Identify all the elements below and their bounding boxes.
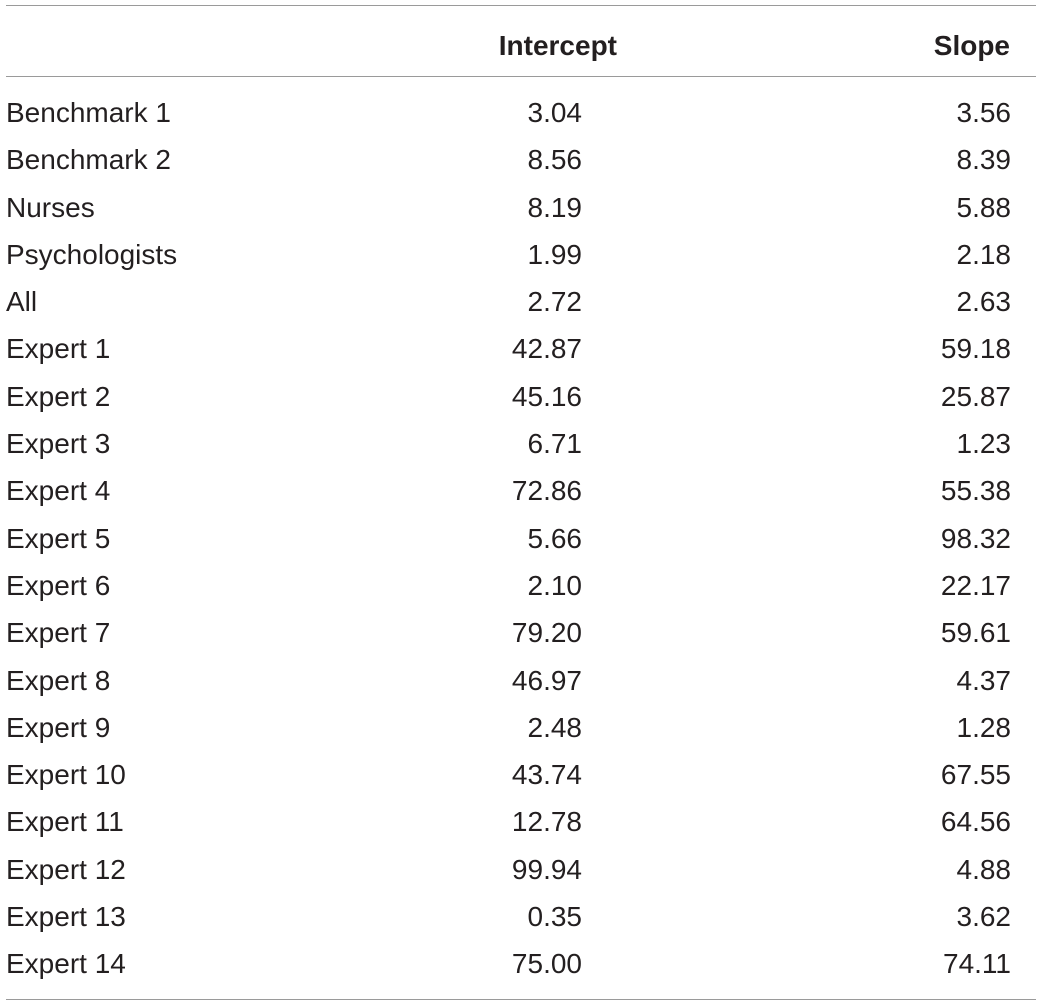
slope-value: 67.55 — [940, 759, 1011, 791]
slope-value: 55.38 — [940, 475, 1011, 507]
row-label: Expert 13 — [6, 901, 126, 933]
intercept-value: 43.74 — [511, 759, 582, 791]
slope-value: 4.88 — [956, 853, 1012, 885]
table-bottom-rule — [6, 999, 1036, 1000]
row-label: Expert 8 — [6, 664, 111, 696]
row-label: Benchmark 1 — [6, 97, 171, 128]
slope-value: 1.23 — [956, 428, 1012, 460]
table-row: Psychologists 1.99 2.18 — [0, 231, 1040, 278]
slope-value: 3.56 — [956, 97, 1012, 128]
table-row: Expert 6 2.10 22.17 — [0, 562, 1040, 609]
row-label: Expert 3 — [6, 428, 111, 460]
row-label: Expert 7 — [6, 617, 111, 649]
intercept-value: 8.56 — [527, 144, 583, 176]
table-row: Expert 4 72.86 55.38 — [0, 467, 1040, 514]
table-row: Expert 10 43.74 67.55 — [0, 751, 1040, 798]
slope-value: 8.39 — [956, 144, 1012, 176]
row-label: Expert 1 — [6, 333, 111, 365]
table-row: All 2.72 2.63 — [0, 278, 1040, 325]
row-label: Nurses — [6, 191, 95, 223]
slope-value: 4.37 — [956, 664, 1012, 696]
slope-value: 59.61 — [940, 617, 1011, 649]
row-label: Psychologists — [6, 238, 178, 270]
slope-value: 2.18 — [956, 238, 1012, 270]
slope-value: 5.88 — [956, 191, 1012, 223]
intercept-value: 46.97 — [511, 664, 582, 696]
table-row: Expert 12 99.94 4.88 — [0, 846, 1040, 893]
table-body: Benchmark 1 3.04 3.56 Benchmark 2 8.56 8.39 Nu… — [0, 89, 1040, 988]
intercept-value: 79.20 — [511, 617, 582, 649]
table-row: Expert 13 0.35 3.62 — [0, 893, 1040, 940]
intercept-value: 99.94 — [511, 853, 582, 885]
intercept-value: 72.86 — [511, 475, 582, 507]
intercept-value: 8.19 — [527, 191, 583, 223]
table-row: Expert 1 42.87 59.18 — [0, 325, 1040, 372]
row-label: Expert 14 — [6, 948, 126, 980]
row-label: Expert 9 — [6, 711, 111, 743]
row-label: Expert 5 — [6, 522, 111, 554]
intercept-value: 2.72 — [527, 286, 583, 318]
intercept-value: 45.16 — [511, 380, 582, 412]
row-label: Expert 6 — [6, 569, 111, 601]
intercept-value: 1.99 — [527, 238, 583, 270]
table-row: Benchmark 1 3.04 3.56 — [0, 89, 1040, 136]
table-top-rule — [6, 5, 1036, 6]
table-row: Expert 7 79.20 59.61 — [0, 609, 1040, 656]
intercept-value: 2.10 — [527, 569, 583, 601]
intercept-value: 6.71 — [527, 428, 583, 460]
table-row: Expert 11 12.78 64.56 — [0, 798, 1040, 845]
table-header-row: Intercept Slope — [0, 5, 1040, 76]
row-label: Expert 4 — [6, 475, 111, 507]
table-row: Expert 5 5.66 98.32 — [0, 515, 1040, 562]
slope-value: 2.63 — [956, 286, 1012, 318]
slope-value: 3.62 — [956, 901, 1012, 933]
table-row: Expert 9 2.48 1.28 — [0, 704, 1040, 751]
row-label: All — [6, 286, 38, 318]
slope-value: 74.11 — [943, 948, 1011, 980]
table-row: Expert 2 45.16 25.87 — [0, 373, 1040, 420]
intercept-value: 75.00 — [511, 948, 582, 980]
table-row: Expert 8 46.97 4.37 — [0, 657, 1040, 704]
row-label: Expert 11 — [6, 806, 124, 838]
table-row: Expert 3 6.71 1.23 — [0, 420, 1040, 467]
intercept-value: 3.04 — [527, 97, 583, 128]
table-row: Benchmark 2 8.56 8.39 — [0, 136, 1040, 183]
slope-value: 22.17 — [940, 569, 1011, 601]
column-header-slope: Slope — [933, 30, 1010, 61]
row-label: Benchmark 2 — [6, 144, 171, 176]
intercept-value: 42.87 — [511, 333, 582, 365]
table-row: Expert 14 75.00 74.11 — [0, 940, 1040, 987]
intercept-value: 2.48 — [527, 711, 583, 743]
slope-value: 25.87 — [940, 380, 1011, 412]
row-label: Expert 2 — [6, 380, 111, 412]
row-label: Expert 10 — [6, 759, 126, 791]
slope-value: 59.18 — [940, 333, 1011, 365]
table-header-rule — [6, 76, 1036, 77]
intercept-value: 12.78 — [511, 806, 582, 838]
slope-value: 1.28 — [956, 711, 1012, 743]
table-row: Nurses 8.19 5.88 — [0, 184, 1040, 231]
row-label: Expert 12 — [6, 853, 126, 885]
intercept-value: 0.35 — [527, 901, 583, 933]
slope-value: 64.56 — [940, 806, 1011, 838]
column-header-intercept: Intercept — [498, 30, 617, 61]
slope-value: 98.32 — [940, 522, 1011, 554]
intercept-value: 5.66 — [527, 522, 583, 554]
